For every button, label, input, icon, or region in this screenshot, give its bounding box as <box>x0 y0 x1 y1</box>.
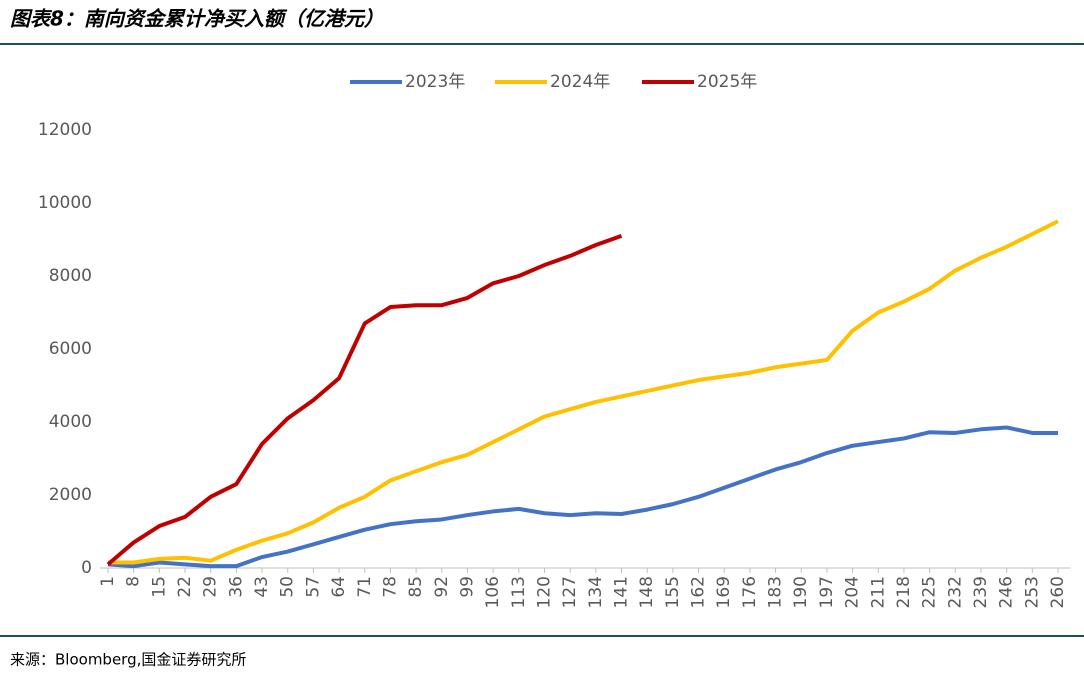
line <box>108 219 1059 565</box>
x-tick-label: 85 <box>406 576 426 598</box>
x-tick-label: 36 <box>226 576 246 598</box>
x-tick-label: 204 <box>843 576 863 608</box>
line <box>107 425 1058 569</box>
x-tick-label: 197 <box>817 576 837 608</box>
x-tick-label: 127 <box>560 576 580 608</box>
chart-title: 图表8：南向资金累计净买入额（亿港元） <box>10 7 384 31</box>
x-tick-label: 260 <box>1048 576 1068 608</box>
x-tick-label: 211 <box>868 576 888 608</box>
x-tick-label: 218 <box>894 576 914 608</box>
x-tick-label: 169 <box>714 576 734 608</box>
x-tick-label: 22 <box>175 576 195 598</box>
x-tick-label: 57 <box>303 576 323 598</box>
x-tick-label: 50 <box>278 576 298 598</box>
y-tick-label: 2000 <box>49 485 92 505</box>
x-tick-label: 141 <box>612 576 632 608</box>
x-tick-label: 64 <box>329 576 349 598</box>
y-tick-label: 4000 <box>49 412 92 432</box>
y-tick-label: 12000 <box>38 120 92 140</box>
x-tick-label: 120 <box>534 576 554 608</box>
x-tick-label: 225 <box>920 576 940 608</box>
x-tick-label: 176 <box>740 576 760 608</box>
x-tick-label: 239 <box>971 576 991 608</box>
legend-label: 2023年 <box>405 72 465 92</box>
y-tick-label: 8000 <box>49 266 92 286</box>
legend-label: 2024年 <box>550 72 610 92</box>
x-tick-label: 78 <box>380 576 400 598</box>
x-tick-label: 43 <box>252 576 272 598</box>
x-tick-label: 148 <box>637 576 657 608</box>
x-tick-label: 71 <box>355 576 375 598</box>
x-tick-label: 162 <box>689 576 709 608</box>
x-tick-label: 246 <box>997 576 1017 608</box>
legend-label: 2025年 <box>697 72 757 92</box>
x-tick-label: 106 <box>483 576 503 608</box>
x-tick-label: 99 <box>457 576 477 598</box>
x-tick-label: 253 <box>1022 576 1042 608</box>
y-tick-label: 10000 <box>38 193 92 213</box>
x-tick-label: 29 <box>201 576 221 598</box>
x-tick-label: 155 <box>663 576 683 608</box>
source: 来源：Bloomberg,国金证券研究所 <box>10 651 246 669</box>
x-tick-label: 15 <box>149 576 169 598</box>
y-tick-label: 6000 <box>49 339 92 359</box>
line <box>106 233 623 566</box>
x-tick-label: 113 <box>509 576 529 608</box>
x-tick-label: 92 <box>432 576 452 598</box>
y-tick-label: 0 <box>81 558 92 578</box>
x-tick-label: 232 <box>945 576 965 608</box>
x-tick-label: 190 <box>791 576 811 608</box>
x-tick-label: 134 <box>586 576 606 608</box>
x-tick-label: 183 <box>766 576 786 608</box>
x-tick-label: 8 <box>124 576 144 587</box>
x-tick-label: 1 <box>98 576 118 587</box>
